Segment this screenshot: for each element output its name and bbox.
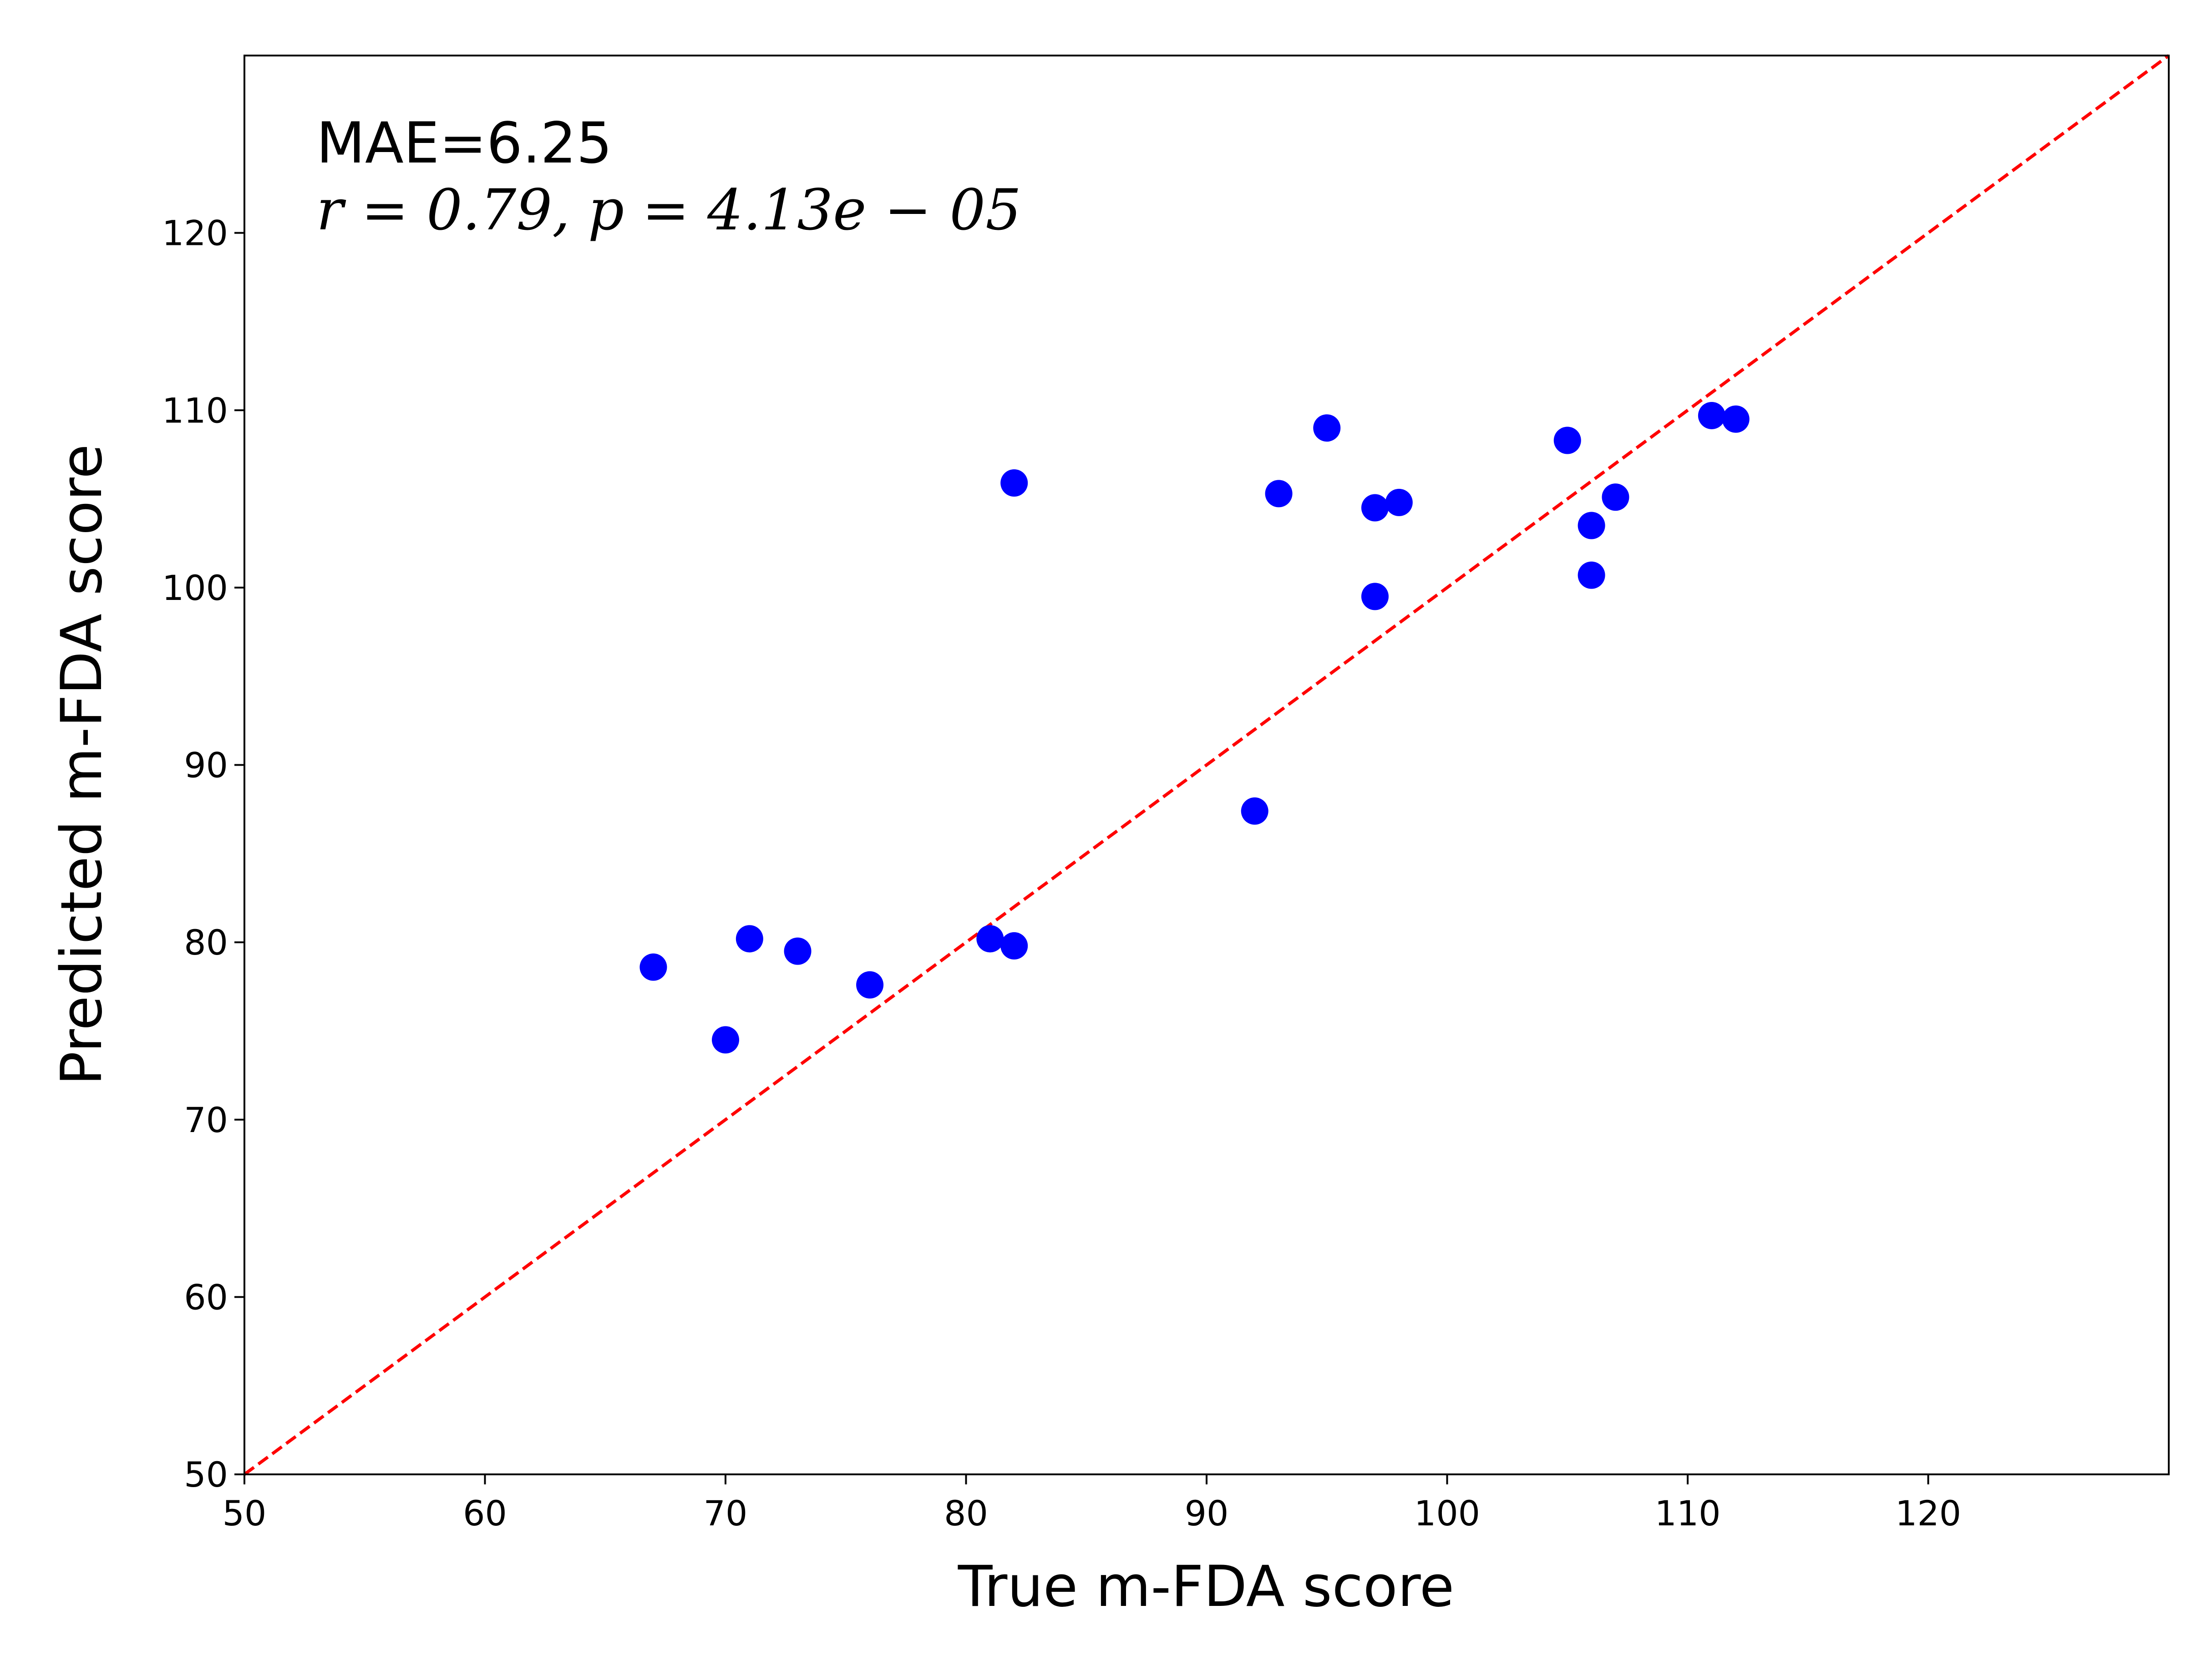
reference-line	[243, 54, 2170, 1476]
data-point	[784, 937, 812, 965]
y-tick-label: 100	[162, 568, 228, 608]
y-tick-label: 50	[184, 1454, 228, 1495]
y-axis-label: Predicted m-FDA score	[49, 444, 115, 1085]
x-tick-label: 100	[1414, 1493, 1480, 1534]
data-point	[856, 971, 884, 999]
data-point	[1385, 488, 1413, 516]
data-point	[1698, 401, 1725, 429]
y-tick-label: 80	[184, 922, 228, 963]
data-point	[976, 925, 1004, 953]
x-axis-label: True m-FDA score	[958, 1554, 1454, 1620]
data-point	[1578, 561, 1605, 589]
data-point	[1265, 480, 1293, 508]
data-point	[1241, 797, 1268, 825]
x-tick-label: 110	[1654, 1493, 1720, 1534]
x-tick-label: 90	[1185, 1493, 1229, 1534]
data-point	[1578, 512, 1605, 539]
x-tick-label: 60	[463, 1493, 507, 1534]
data-point	[1000, 932, 1028, 960]
mae-annotation: MAE=6.25	[316, 111, 612, 176]
x-tick-label: 50	[223, 1493, 267, 1534]
y-tick-label: 110	[162, 390, 228, 431]
data-point	[712, 1026, 739, 1054]
correlation-annotation: r = 0.79, p = 4.13e − 05	[316, 178, 1021, 243]
y-tick-label: 90	[184, 745, 228, 786]
data-point	[736, 925, 763, 953]
data-point	[1000, 469, 1028, 497]
data-point	[639, 953, 667, 981]
x-tick-label: 70	[704, 1493, 748, 1534]
y-tick-label: 60	[184, 1277, 228, 1317]
x-tick-label: 120	[1895, 1493, 1961, 1534]
y-tick-label: 70	[184, 1100, 228, 1140]
data-point	[1722, 405, 1750, 433]
y-tick-label: 120	[162, 213, 228, 254]
data-point	[1602, 483, 1629, 511]
data-point	[1553, 427, 1581, 454]
data-point	[1361, 583, 1389, 610]
data-point	[1361, 494, 1389, 522]
x-tick-label: 80	[944, 1493, 988, 1534]
data-point	[1313, 414, 1341, 442]
